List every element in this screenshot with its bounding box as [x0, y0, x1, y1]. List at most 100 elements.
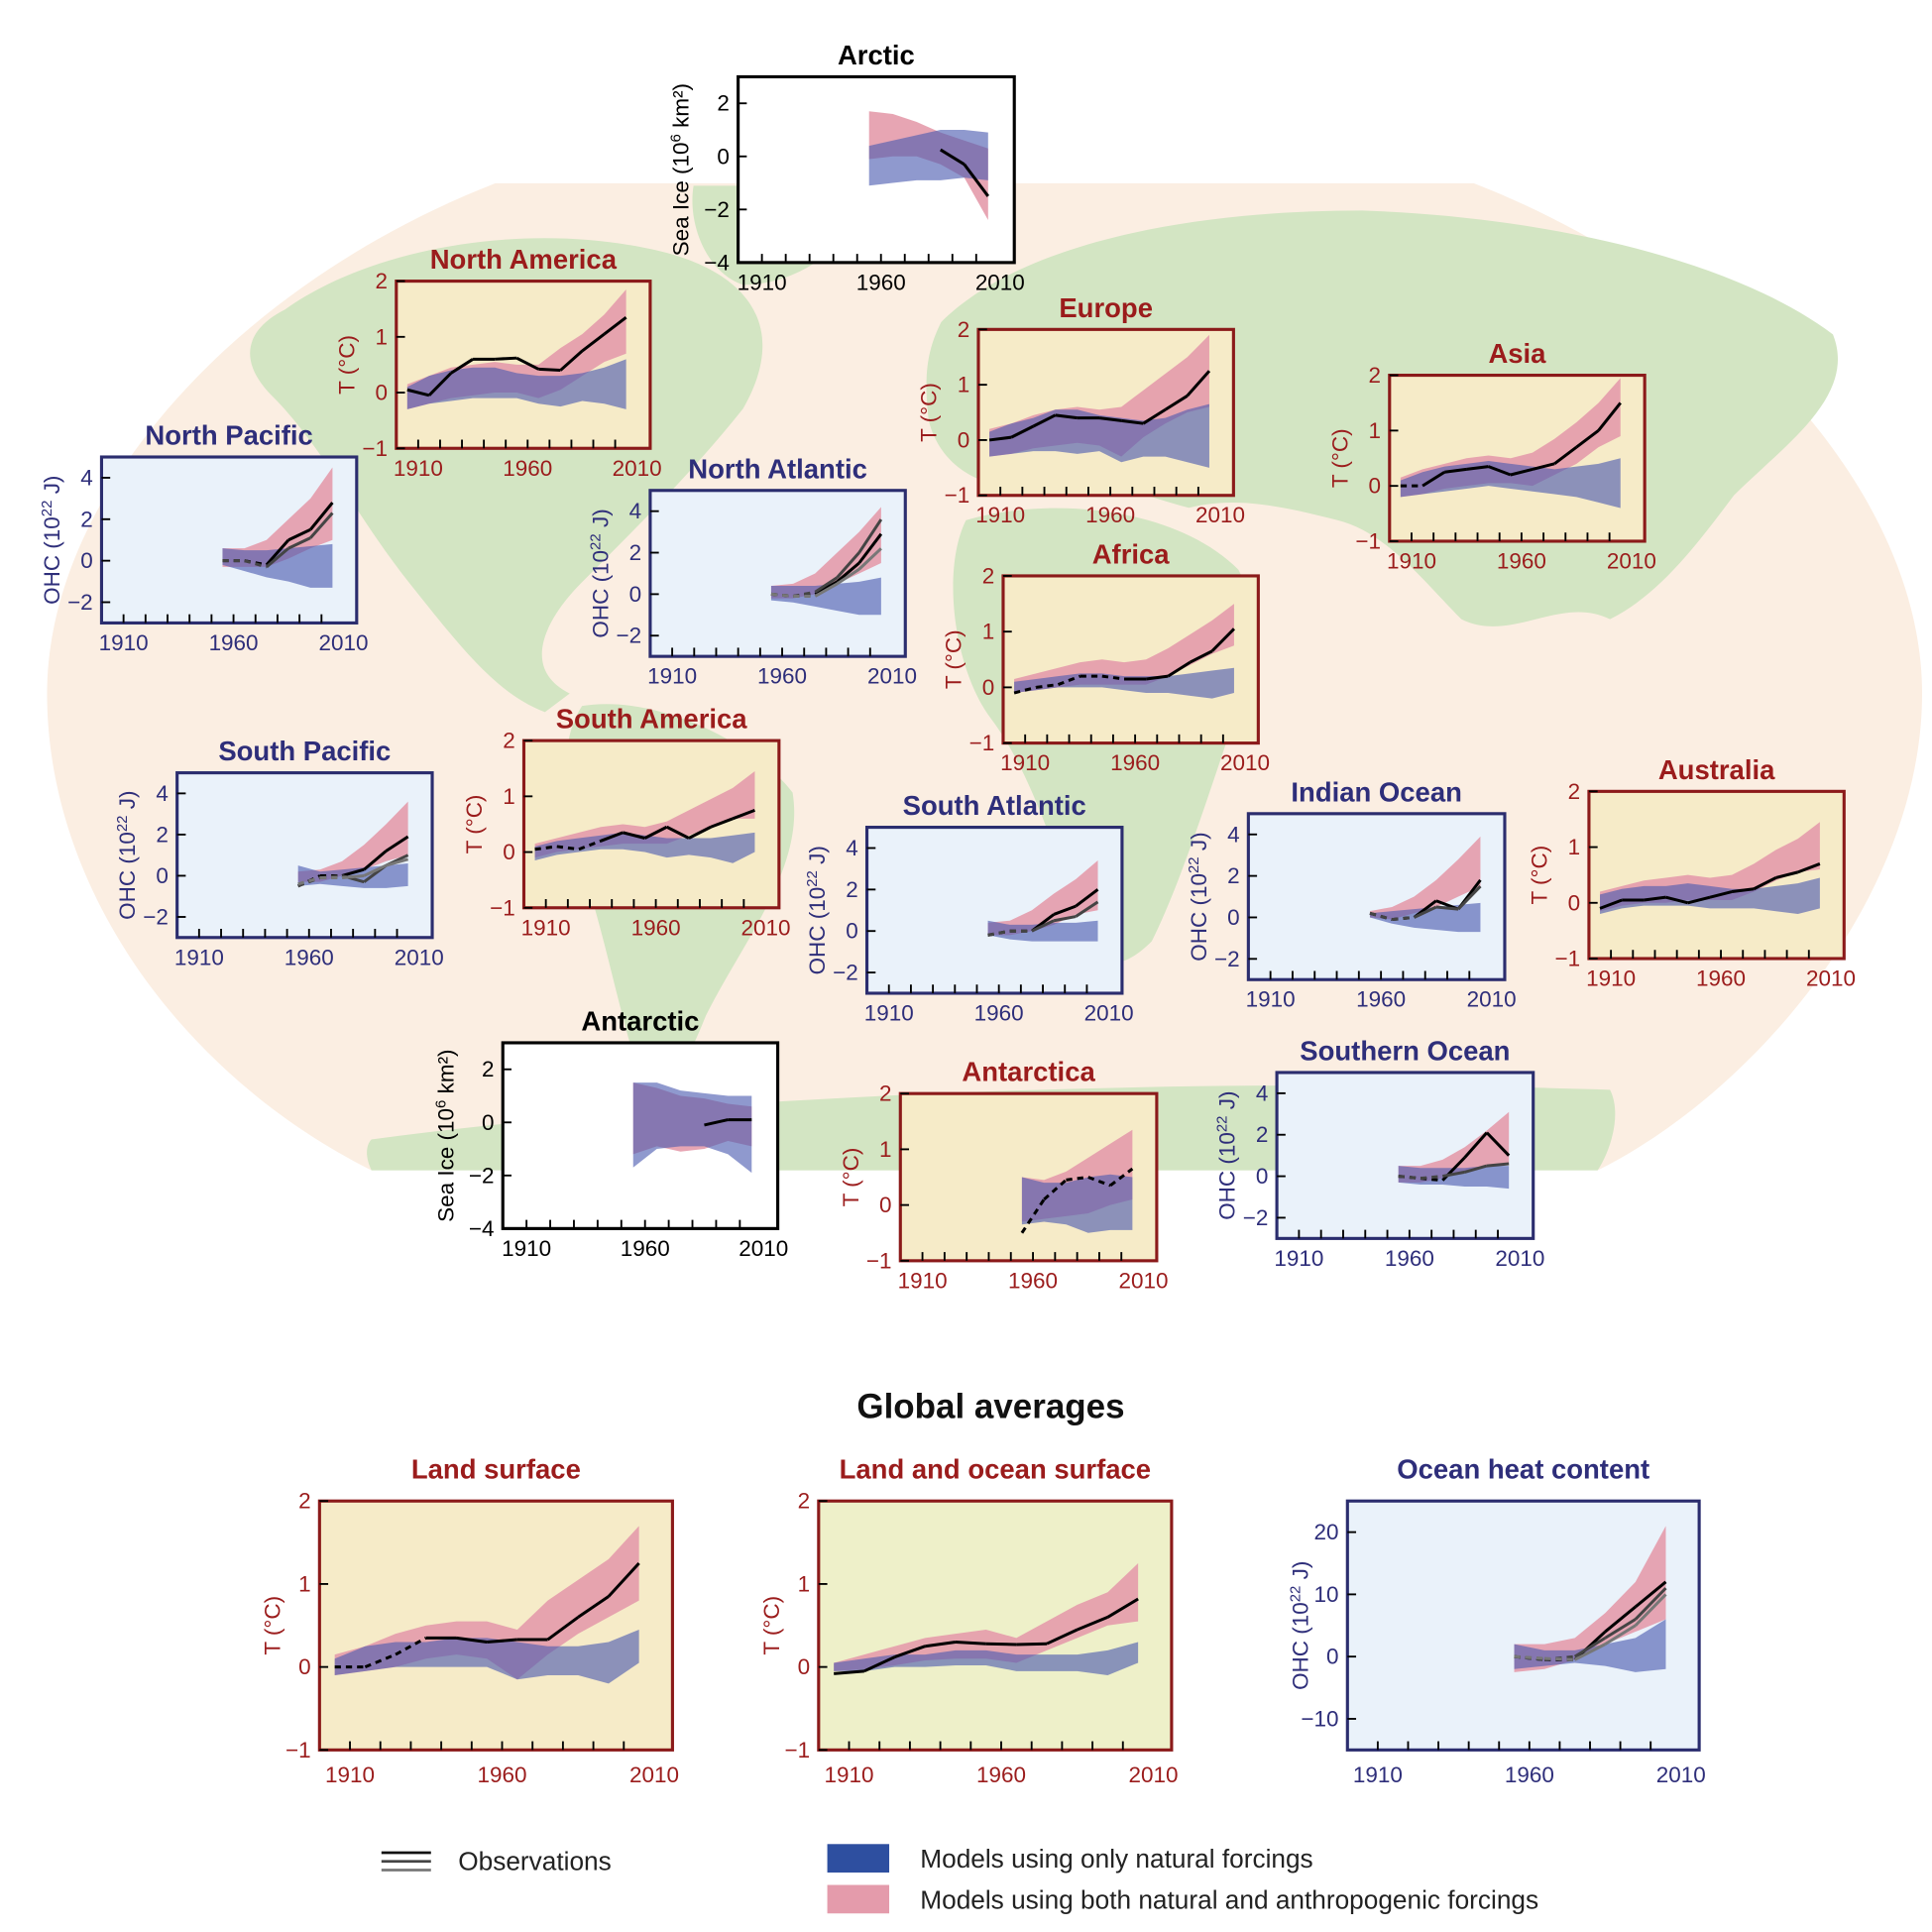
observation-line-segment [287, 527, 311, 542]
x-tick-label: 1910 [975, 503, 1025, 527]
observation-line-segment [244, 559, 268, 569]
panel-antarctic: 1910 1960 2010 2 0 −2 −4 Antarctic Sea Ice (106 … [432, 1005, 788, 1260]
observation-line-segment [1046, 1628, 1079, 1646]
y-tick-label: 1 [1568, 835, 1581, 859]
observation-line-segment [1709, 890, 1733, 899]
y-axis-label-main: OHC (10 [805, 887, 830, 975]
x-tick-label: 1960 [757, 664, 807, 689]
observation-line-segment [1604, 1624, 1637, 1646]
y-tick-label: 1 [958, 373, 969, 398]
panel-title: South Pacific [218, 736, 391, 766]
x-tick-label: 1960 [974, 1000, 1024, 1025]
natural-model-band [868, 130, 988, 186]
y-tick-label: −1 [1555, 946, 1581, 970]
observation-line-segment [534, 845, 557, 852]
plot-frame [395, 280, 652, 450]
observation-line-segment [556, 845, 580, 852]
observation-line-segment [1687, 895, 1711, 905]
observation-line-segment [495, 356, 517, 361]
y-axis-label-main: T (°C) [260, 1596, 284, 1655]
panel-africa: 1910 1960 2010 2 1 0 −1 Africa T (°C) [942, 538, 1271, 775]
anthropogenic-model-band [1398, 1111, 1510, 1183]
observation-line-segment [1016, 1642, 1048, 1647]
observation-line-segment [577, 1595, 610, 1619]
y-tick-label: 0 [376, 381, 388, 405]
observation-line-segment [364, 1652, 397, 1669]
natural-model-band [534, 832, 755, 863]
x-tick-label: 1960 [284, 945, 334, 969]
y-axis-label-unit: J) [40, 476, 64, 501]
observation-line-segment [857, 532, 883, 564]
anthropogenic-model-band [834, 1563, 1139, 1671]
observation-line-segment [1753, 876, 1777, 891]
observation-line-segment [1210, 627, 1236, 652]
natural-model-band [1398, 1166, 1510, 1190]
y-axis-label-exponent: 22 [38, 501, 55, 517]
x-tick-label: 1910 [825, 1762, 874, 1787]
y-axis-label-main: Sea Ice (10 [433, 1108, 458, 1222]
panel-land-and-ocean-surface: 1910 1960 2010 2 1 0 −1 Land and ocean surface T… [759, 1454, 1179, 1787]
observation-line-segment [1575, 429, 1600, 449]
y-tick-label: 2 [1256, 1122, 1269, 1147]
x-tick-label: 1960 [631, 915, 681, 940]
x-tick-label: 1910 [1246, 987, 1296, 1012]
plot-background [1588, 791, 1845, 960]
y-axis-label: T (°C) [839, 1148, 863, 1207]
plot-background [649, 490, 906, 657]
observation-line-segment [1101, 674, 1125, 681]
panel-title: South Atlantic [903, 790, 1086, 821]
observation-line-segment [515, 356, 539, 371]
plot-frame [737, 74, 1016, 265]
observation-line-segment [287, 536, 311, 550]
y-tick-label: −2 [143, 904, 169, 929]
x-tick-label: 1910 [1586, 966, 1636, 990]
panel-north-atlantic: 1910 1960 2010 4 2 0 −2 North Atlantic OHC (1022… [587, 453, 917, 688]
y-tick-label: −1 [945, 483, 970, 508]
y-axis-label: T (°C) [462, 795, 487, 854]
y-axis-label-main: OHC (10 [1187, 873, 1211, 962]
natural-model-band [1021, 1174, 1133, 1233]
plot-frame [1275, 1071, 1535, 1240]
y-tick-label: 2 [958, 317, 969, 342]
y-axis-label-exponent: 6 [432, 1100, 449, 1108]
observation-line-segment [1457, 885, 1482, 911]
y-tick-label: −1 [285, 1738, 311, 1762]
y-tick-label: 0 [80, 548, 92, 573]
x-tick-label: 2010 [741, 915, 791, 940]
y-axis-label-main: OHC (10 [40, 516, 64, 605]
observation-line-segment [559, 349, 584, 372]
observation-line-segment [1057, 674, 1081, 686]
x-tick-label: 1960 [856, 270, 906, 294]
anthropogenic-legend-swatch [827, 1884, 890, 1914]
x-tick-label: 1960 [1008, 1268, 1058, 1293]
observation-line-segment [836, 561, 860, 583]
plot-frame [898, 1091, 1159, 1263]
y-tick-label: 0 [298, 1654, 311, 1679]
natural-model-band [222, 543, 333, 588]
observation-line-segment [1464, 1164, 1488, 1174]
observation-line-segment [1599, 898, 1623, 910]
observation-line-segment [1797, 862, 1821, 874]
x-tick-label: 1910 [1387, 548, 1436, 573]
panel-title: South America [556, 704, 748, 735]
y-tick-label: 2 [156, 822, 169, 847]
x-tick-label: 1910 [864, 1000, 914, 1025]
observation-line-segment [836, 551, 860, 579]
observation-line-segment [1463, 1131, 1489, 1159]
panel-title: North America [430, 244, 618, 275]
x-tick-label: 1910 [1353, 1762, 1403, 1787]
y-axis-label: OHC (1022 J) [1213, 1091, 1240, 1220]
observation-line-segment [1544, 1656, 1575, 1661]
panel-europe: 1910 1960 2010 2 1 0 −1 Europe T (°C) [917, 292, 1246, 527]
y-axis-label: T (°C) [260, 1596, 284, 1655]
x-tick-label: 2010 [613, 456, 662, 481]
panel-title: Arctic [838, 40, 915, 70]
y-tick-label: 2 [1568, 779, 1581, 804]
observation-line-segment [1510, 467, 1534, 477]
observation-line-segment [309, 511, 334, 539]
y-tick-label: −2 [833, 961, 858, 985]
observation-line-segment [1075, 888, 1099, 908]
natural-model-band [334, 1629, 639, 1684]
panel-title: Africa [1092, 538, 1171, 569]
y-axis-label-main: T (°C) [759, 1596, 784, 1655]
